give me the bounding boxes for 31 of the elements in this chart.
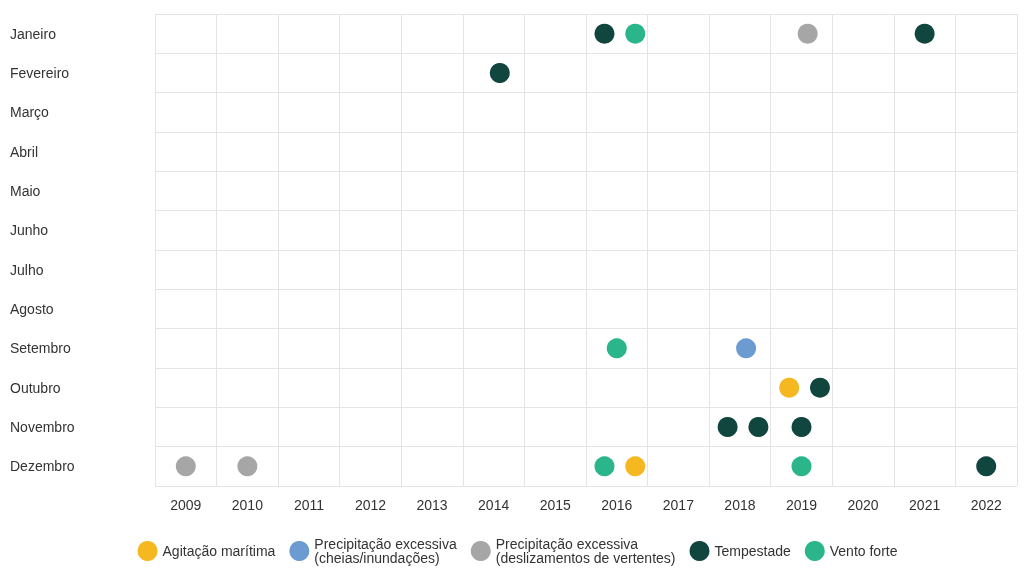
y-tick-label: Agosto [10, 301, 54, 317]
x-tick-label: 2015 [539, 497, 571, 513]
legend-label: Precipitação excessiva (cheias/inundações) [314, 536, 457, 566]
y-tick-label: Maio [10, 183, 41, 199]
x-tick-label: 2012 [354, 497, 387, 513]
y-tick-label: Junho [10, 222, 49, 239]
x-tick-label: 2022 [970, 497, 1002, 513]
x-tick-label: 2013 [416, 497, 448, 513]
x-tick-label: 2021 [909, 497, 941, 513]
y-tick-label: Setembro [10, 340, 71, 357]
y-tick-label: Dezembro [10, 458, 75, 475]
x-tick-label: 2009 [170, 497, 202, 513]
x-tick-label: 2018 [724, 497, 756, 513]
y-tick-label: Fevereiro [10, 65, 70, 81]
legend-label: Vento forte [829, 543, 898, 559]
y-tick-label: Novembro [10, 419, 75, 435]
legend-label: Precipitação excessiva (deslizamentos de vertentes) [495, 536, 676, 566]
x-tick-label: 2016 [601, 497, 633, 513]
x-tick-label: 2020 [847, 497, 879, 513]
x-tick-label: 2019 [785, 497, 818, 513]
y-tick-label: Março [10, 104, 50, 121]
y-tick-label: Outubro [10, 379, 61, 396]
x-tick-label: 2011 [293, 497, 325, 513]
x-tick-label: 2010 [231, 497, 264, 513]
legend-label: Agitação marítima [162, 543, 276, 559]
x-tick-label: 2017 [662, 497, 695, 513]
y-tick-label: Abril [10, 143, 39, 160]
legend-label: Tempestade [714, 543, 791, 559]
y-tick-label: Janeiro [10, 25, 57, 42]
y-tick-label: Julho [10, 261, 44, 278]
x-tick-label: 2014 [478, 497, 510, 513]
